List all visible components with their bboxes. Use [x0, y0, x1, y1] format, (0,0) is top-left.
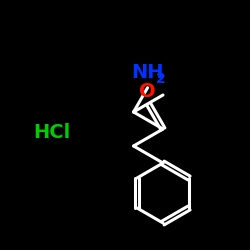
- Text: O: O: [139, 82, 155, 101]
- Text: HCl: HCl: [33, 124, 70, 142]
- Text: NH: NH: [131, 63, 164, 82]
- Text: 2: 2: [156, 72, 166, 86]
